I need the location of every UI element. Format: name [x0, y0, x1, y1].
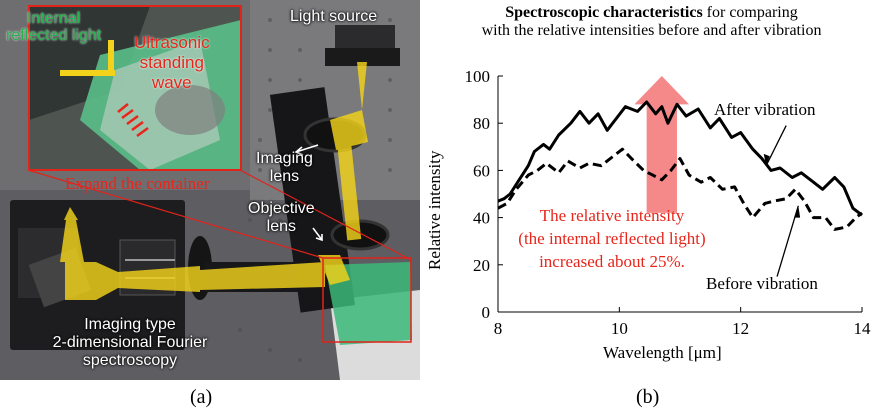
after-pointer-head — [763, 153, 770, 166]
experiment-photo — [0, 0, 420, 380]
ultrasonic-label: Ultrasonic standing wave — [134, 33, 210, 92]
x-tick-label: 8 — [494, 319, 503, 338]
inset-zoom — [28, 5, 242, 171]
panel-a-label: (a) — [190, 386, 213, 408]
chart-title-bold: Spectroscopic characteristics — [505, 4, 703, 21]
x-tick-label: 10 — [611, 319, 628, 338]
light-source-label: Light source — [290, 8, 378, 25]
x-axis-label: Wavelength [μm] — [603, 343, 722, 362]
after-pointer-line — [765, 125, 787, 166]
internal-light-label: Internal reflected light — [6, 10, 102, 44]
y-tick-label: 100 — [465, 67, 491, 86]
increase-arrow — [634, 76, 690, 213]
chart-title-rest: for comparing — [702, 4, 798, 21]
y-tick-label: 60 — [473, 161, 490, 180]
y-tick-label: 20 — [473, 256, 490, 275]
x-tick-label: 14 — [854, 319, 872, 338]
container-highlight-box — [322, 257, 412, 343]
increase-annotation: The relative intensity (the internal ref… — [518, 206, 706, 271]
expand-container-label: Expand the container — [65, 174, 210, 193]
chart-title: Spectroscopic characteristics for compar… — [430, 4, 873, 40]
series-after-vibration-line — [497, 100, 863, 217]
light-beam — [60, 62, 368, 300]
panel-b-label: (b) — [636, 386, 660, 408]
y-tick-label: 0 — [482, 303, 491, 322]
y-axis-label: Relative intensity — [425, 150, 444, 270]
legend-after-vibration: After vibration — [714, 100, 816, 119]
series-before-vibration-line — [497, 147, 863, 231]
y-tick-label: 40 — [473, 209, 490, 228]
imaging-lens-label: Imaging lens — [256, 150, 313, 185]
chart-title-line2: with the relative intensities before and… — [481, 22, 822, 39]
before-pointer-head — [794, 205, 801, 218]
spectroscopy-label: Imaging type 2-dimensional Fourier spect… — [52, 316, 208, 369]
legend-before-vibration: Before vibration — [706, 274, 818, 293]
pointer-arrows — [294, 144, 323, 242]
y-tick-label: 80 — [473, 114, 490, 133]
objective-lens-label: Objective lens — [248, 200, 315, 235]
green-container — [325, 262, 412, 345]
x-tick-label: 12 — [732, 319, 749, 338]
